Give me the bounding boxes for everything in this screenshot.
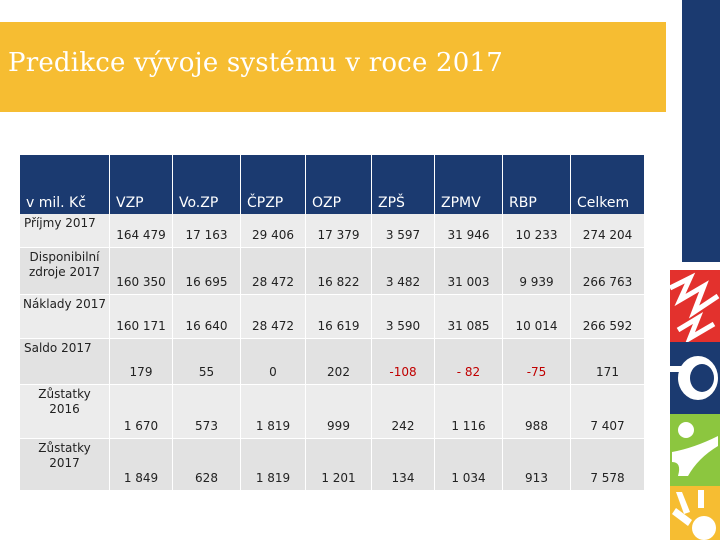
table-cell: 202 bbox=[306, 339, 372, 385]
table-header-row: v mil. Kč VZP Vo.ZP ČPZP OZP ZPŠ ZPMV RB… bbox=[20, 155, 644, 214]
table-cell: 9 939 bbox=[503, 248, 571, 295]
table-cell: 242 bbox=[372, 385, 435, 439]
table-row: Náklady 2017 160 171 16 640 28 472 16 61… bbox=[20, 295, 644, 339]
page-title: Predikce vývoje systému v roce 2017 bbox=[8, 48, 503, 78]
table-cell: 1 819 bbox=[241, 439, 306, 491]
table-cell: 7 578 bbox=[571, 439, 644, 491]
header-unit: v mil. Kč bbox=[20, 155, 110, 214]
table-cell: 1 201 bbox=[306, 439, 372, 491]
table-cell: 988 bbox=[503, 385, 571, 439]
table-cell: 3 597 bbox=[372, 214, 435, 248]
table-row: Disponibilní zdroje 2017 160 350 16 695 … bbox=[20, 248, 644, 295]
header-zpmv: ZPMV bbox=[435, 155, 503, 214]
table-cell: 164 479 bbox=[110, 214, 173, 248]
table-cell: 134 bbox=[372, 439, 435, 491]
header-zps: ZPŠ bbox=[372, 155, 435, 214]
table-cell: 28 472 bbox=[241, 248, 306, 295]
table-row: Příjmy 2017 164 479 17 163 29 406 17 379… bbox=[20, 214, 644, 248]
table-cell: 0 bbox=[241, 339, 306, 385]
table-cell-negative: -75 bbox=[503, 339, 571, 385]
header-vozp: Vo.ZP bbox=[173, 155, 241, 214]
row-label: Zůstatky 2017 bbox=[20, 439, 110, 491]
row-label: Disponibilní zdroje 2017 bbox=[20, 248, 110, 295]
table-cell: 160 350 bbox=[110, 248, 173, 295]
row-label: Náklady 2017 bbox=[20, 295, 110, 339]
table-cell: 55 bbox=[173, 339, 241, 385]
prediction-table: v mil. Kč VZP Vo.ZP ČPZP OZP ZPŠ ZPMV RB… bbox=[20, 155, 644, 491]
table-cell: 1 116 bbox=[435, 385, 503, 439]
table-cell: 10 014 bbox=[503, 295, 571, 339]
table-cell: 1 670 bbox=[110, 385, 173, 439]
table-cell-negative: - 82 bbox=[435, 339, 503, 385]
header-vzp: VZP bbox=[110, 155, 173, 214]
table-cell: 10 233 bbox=[503, 214, 571, 248]
header-celkem: Celkem bbox=[571, 155, 644, 214]
table-cell: 31 946 bbox=[435, 214, 503, 248]
table-row: Zůstatky 2016 1 670 573 1 819 999 242 1 … bbox=[20, 385, 644, 439]
table-cell: 171 bbox=[571, 339, 644, 385]
row-label: Zůstatky 2016 bbox=[20, 385, 110, 439]
table-cell: 1 819 bbox=[241, 385, 306, 439]
table-cell: 16 619 bbox=[306, 295, 372, 339]
table-cell: 29 406 bbox=[241, 214, 306, 248]
table-cell: 3 590 bbox=[372, 295, 435, 339]
table-cell: 3 482 bbox=[372, 248, 435, 295]
table-cell: 266 592 bbox=[571, 295, 644, 339]
table-cell: 17 163 bbox=[173, 214, 241, 248]
table-cell: 16 822 bbox=[306, 248, 372, 295]
decorative-strip bbox=[668, 0, 720, 540]
table-cell: 628 bbox=[173, 439, 241, 491]
table-cell: 179 bbox=[110, 339, 173, 385]
table-cell: 31 085 bbox=[435, 295, 503, 339]
row-label: Saldo 2017 bbox=[20, 339, 110, 385]
header-rbp: RBP bbox=[503, 155, 571, 214]
table-cell: 16 640 bbox=[173, 295, 241, 339]
table-cell: 17 379 bbox=[306, 214, 372, 248]
table-cell: 999 bbox=[306, 385, 372, 439]
table-row: Zůstatky 2017 1 849 628 1 819 1 201 134 … bbox=[20, 439, 644, 491]
table-cell: 31 003 bbox=[435, 248, 503, 295]
table-cell: 28 472 bbox=[241, 295, 306, 339]
title-bar bbox=[0, 22, 666, 112]
table-cell: 1 034 bbox=[435, 439, 503, 491]
row-label: Příjmy 2017 bbox=[20, 214, 110, 248]
header-ozp: OZP bbox=[306, 155, 372, 214]
header-cpzp: ČPZP bbox=[241, 155, 306, 214]
table-cell: 1 849 bbox=[110, 439, 173, 491]
table-cell: 913 bbox=[503, 439, 571, 491]
table-cell: 7 407 bbox=[571, 385, 644, 439]
table-cell: 274 204 bbox=[571, 214, 644, 248]
table-cell: 573 bbox=[173, 385, 241, 439]
table-cell-negative: -108 bbox=[372, 339, 435, 385]
table-cell: 266 763 bbox=[571, 248, 644, 295]
table-row: Saldo 2017 179 55 0 202 -108 - 82 -75 17… bbox=[20, 339, 644, 385]
decorative-logo-shapes bbox=[668, 0, 720, 540]
table-cell: 16 695 bbox=[173, 248, 241, 295]
table-cell: 160 171 bbox=[110, 295, 173, 339]
